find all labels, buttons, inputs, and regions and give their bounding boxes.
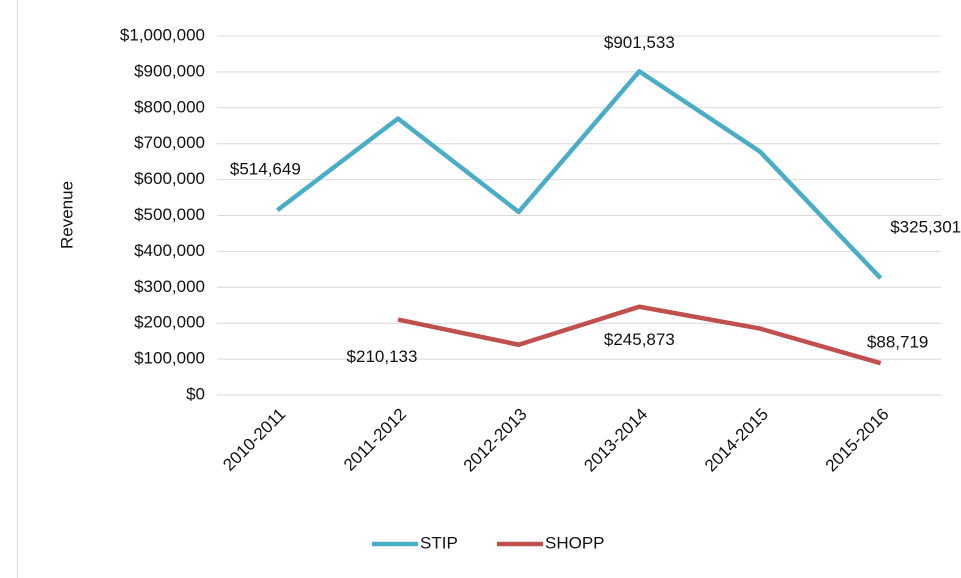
y-axis-label: Revenue [57, 181, 76, 249]
data-label: $210,133 [347, 347, 418, 366]
y-tick-label: $400,000 [134, 241, 205, 260]
legend-label: STIP [420, 533, 458, 552]
data-label: $245,873 [604, 330, 675, 349]
y-tick-label: $100,000 [134, 349, 205, 368]
y-tick-label: $0 [186, 384, 205, 403]
y-tick-label: $600,000 [134, 169, 205, 188]
data-label: $514,649 [230, 160, 301, 179]
series-line [275, 69, 883, 280]
data-label: $88,719 [867, 333, 928, 352]
y-tick-label: $300,000 [134, 277, 205, 296]
series-line [397, 304, 882, 366]
y-tick-label: $700,000 [134, 133, 205, 152]
data-label: $325,301 [890, 218, 961, 237]
legend-label: SHOPP [545, 533, 605, 552]
chart-frame [17, 0, 961, 578]
data-label: $901,533 [604, 33, 675, 52]
y-tick-label: $1,000,000 [120, 25, 205, 44]
y-tick-label: $200,000 [134, 313, 205, 332]
y-tick-label: $500,000 [134, 205, 205, 224]
y-tick-label: $800,000 [134, 97, 205, 116]
y-tick-label: $900,000 [134, 61, 205, 80]
